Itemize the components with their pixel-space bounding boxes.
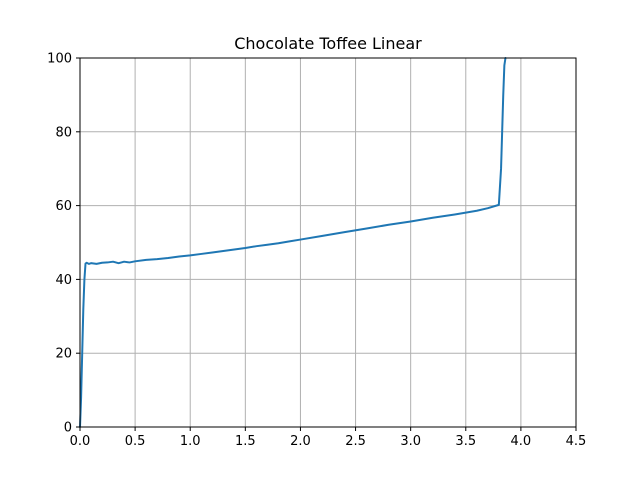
x-tick-label: 0.0 xyxy=(70,434,91,449)
x-tick-label: 3.0 xyxy=(400,434,421,449)
y-tick-label: 0 xyxy=(64,421,72,436)
x-tick-label: 4.5 xyxy=(566,434,587,449)
x-tick-label: 4.0 xyxy=(511,434,532,449)
y-axis: 0 20 40 60 80 100 xyxy=(47,52,80,436)
chart-title: Chocolate Toffee Linear xyxy=(234,34,422,53)
x-tick-label: 1.5 xyxy=(235,434,256,449)
series-line-0 xyxy=(79,57,507,428)
x-tick-label: 1.0 xyxy=(180,434,201,449)
x-tick-label: 0.5 xyxy=(125,434,146,449)
y-tick-label: 100 xyxy=(47,52,72,67)
x-tick-label: 2.0 xyxy=(290,434,311,449)
axes-frame xyxy=(79,57,577,428)
x-tick-label: 3.5 xyxy=(455,434,476,449)
y-tick-label: 80 xyxy=(55,125,72,140)
x-axis: 0.0 0.5 1.0 1.5 2.0 2.5 3.0 3.5 4.0 4.5 xyxy=(70,427,587,449)
plot-background xyxy=(80,58,576,427)
x-tick-label: 2.5 xyxy=(345,434,366,449)
y-tick-label: 20 xyxy=(55,347,72,362)
y-tick-label: 40 xyxy=(55,273,72,288)
series-layer xyxy=(79,57,507,428)
y-tick-label: 60 xyxy=(55,199,72,214)
